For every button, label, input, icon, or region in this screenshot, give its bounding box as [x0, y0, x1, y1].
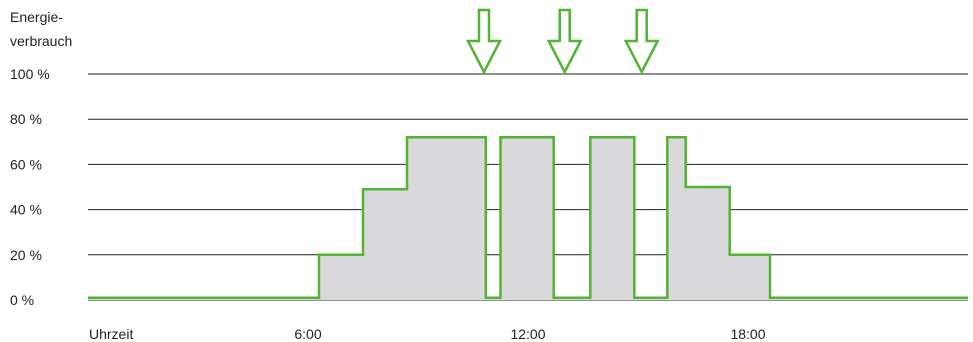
x-tick-label-6:00: 6:00 [294, 326, 321, 342]
y-tick-label-80: 80 % [10, 111, 42, 127]
x-tick-labels: Uhrzeit 6:00 12:00 18:00 [89, 326, 766, 342]
y-axis-title-line-1: Energie- [10, 9, 63, 25]
y-axis-title-line-2: verbrauch [10, 33, 73, 49]
x-axis-title: Uhrzeit [89, 326, 133, 342]
series-line [88, 136, 968, 299]
arrow-marker-2 [546, 8, 583, 75]
y-tick-label-40: 40 % [10, 202, 42, 218]
y-tick-label-20: 20 % [10, 247, 42, 263]
y-tick-label-100: 100 % [10, 66, 50, 82]
series-layer [88, 136, 968, 300]
y-tick-labels: 0 % 20 % 40 % 60 % 80 % 100 % [10, 66, 50, 308]
arrow-marker-1 [465, 8, 503, 75]
series-area [88, 137, 968, 300]
x-tick-label-18:00: 18:00 [730, 326, 765, 342]
y-tick-label-60: 60 % [10, 156, 42, 172]
arrow-markers [465, 8, 660, 75]
y-tick-label-0: 0 % [10, 292, 34, 308]
arrow-marker-3 [623, 8, 660, 75]
x-tick-label-12:00: 12:00 [510, 326, 545, 342]
